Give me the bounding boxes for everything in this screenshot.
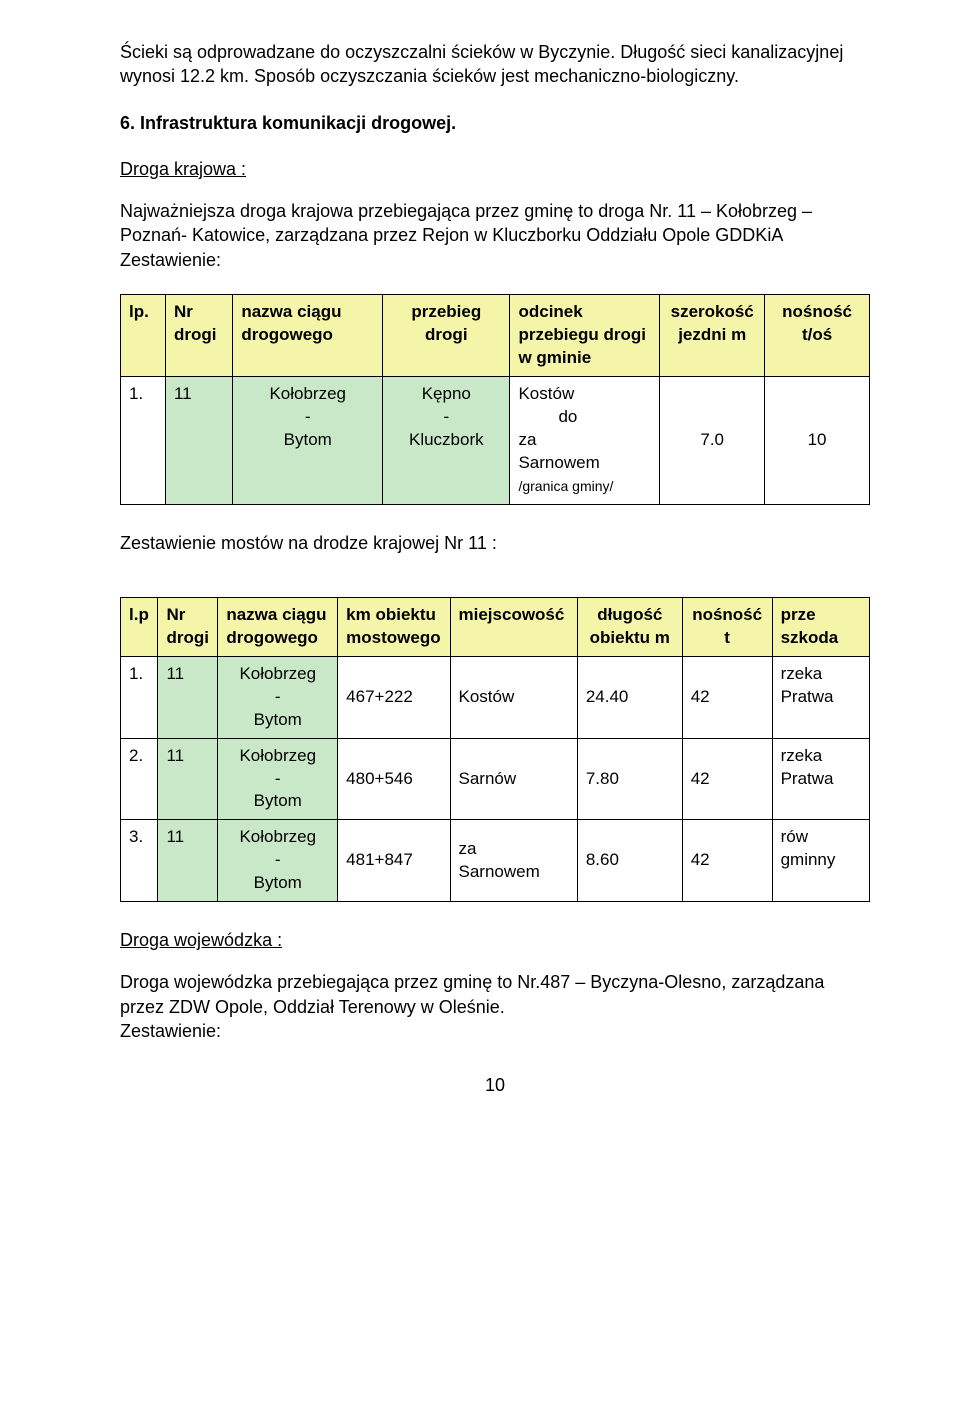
- cell-prz: rów gminny: [772, 820, 869, 902]
- cell-nos: 42: [682, 820, 772, 902]
- cell-lp: 1.: [121, 376, 166, 504]
- cell-nazwa: Kołobrzeg - Bytom: [218, 656, 338, 738]
- cell-lp: 1.: [121, 656, 158, 738]
- cell-nos: 42: [682, 738, 772, 820]
- section-heading: 6. Infrastruktura komunikacji drogowej.: [120, 111, 870, 135]
- cell-prz: rzeka Pratwa: [772, 656, 869, 738]
- cell-miejsc: Kostów: [450, 656, 577, 738]
- cell-odcinek: Kostów do za Sarnowem /granica gminy/: [510, 376, 660, 504]
- th-dl: długość obiektu m: [577, 597, 682, 656]
- cell-dl: 8.60: [577, 820, 682, 902]
- cell-lp: 2.: [121, 738, 158, 820]
- th-miejsc: miejscowość: [450, 597, 577, 656]
- odcinek-l5: /granica gminy/: [518, 478, 613, 494]
- th-szerokosc: szerokość jezdni m: [660, 295, 765, 377]
- cell-nazwa: Kołobrzeg - Bytom: [233, 376, 383, 504]
- page-number: 10: [120, 1073, 870, 1097]
- th-prz: prze szkoda: [772, 597, 869, 656]
- caption-bridges: Zestawienie mostów na drodze krajowej Nr…: [120, 531, 870, 555]
- table-row: 2. 11 Kołobrzeg - Bytom 480+546 Sarnów 7…: [121, 738, 870, 820]
- odcinek-l2: do: [518, 407, 577, 426]
- cell-szer: 7.0: [660, 376, 765, 504]
- cell-przebieg: Kępno - Kluczbork: [383, 376, 510, 504]
- table-row: 3. 11 Kołobrzeg - Bytom 481+847 za Sarno…: [121, 820, 870, 902]
- cell-miejsc: Sarnów: [450, 738, 577, 820]
- th-nazwa: nazwa ciągu drogowego: [218, 597, 338, 656]
- paragraph-zestawienie-1: Zestawienie:: [120, 248, 870, 272]
- th-przebieg: przebieg drogi: [383, 295, 510, 377]
- odcinek-l4: Sarnowem: [518, 453, 599, 472]
- table-row: 1. 11 Kołobrzeg - Bytom 467+222 Kostów 2…: [121, 656, 870, 738]
- th-nosnosc: nośność t/oś: [765, 295, 870, 377]
- cell-prz: rzeka Pratwa: [772, 738, 869, 820]
- table-row: 1. 11 Kołobrzeg - Bytom Kępno - Kluczbor…: [121, 376, 870, 504]
- cell-nr: 11: [165, 376, 232, 504]
- cell-dl: 7.80: [577, 738, 682, 820]
- th-km: km obiektu mostowego: [338, 597, 450, 656]
- cell-miejsc: za Sarnowem: [450, 820, 577, 902]
- cell-nr: 11: [158, 656, 218, 738]
- odcinek-l3: za: [518, 430, 536, 449]
- odcinek-l1: Kostów: [518, 384, 574, 403]
- th-nos: nośność t: [682, 597, 772, 656]
- table-road-segment: lp. Nr drogi nazwa ciągu drogowego przeb…: [120, 294, 870, 505]
- paragraph-zestawienie-2: Zestawienie:: [120, 1019, 870, 1043]
- th-lp: l.p: [121, 597, 158, 656]
- spacer: [120, 577, 870, 597]
- table-header-row: lp. Nr drogi nazwa ciągu drogowego przeb…: [121, 295, 870, 377]
- table-header-row: l.p Nr drogi nazwa ciągu drogowego km ob…: [121, 597, 870, 656]
- cell-nos: 42: [682, 656, 772, 738]
- label-droga-krajowa: Droga krajowa :: [120, 157, 246, 181]
- page-container: Ścieki są odprowadzane do oczyszczalni ś…: [0, 0, 960, 1420]
- cell-km: 467+222: [338, 656, 450, 738]
- paragraph-intro: Ścieki są odprowadzane do oczyszczalni ś…: [120, 40, 870, 89]
- table-bridges: l.p Nr drogi nazwa ciągu drogowego km ob…: [120, 597, 870, 902]
- cell-nr: 11: [158, 820, 218, 902]
- cell-km: 480+546: [338, 738, 450, 820]
- paragraph-woj-desc: Droga wojewódzka przebiegająca przez gmi…: [120, 970, 870, 1019]
- th-nr-drogi: Nr drogi: [165, 295, 232, 377]
- cell-lp: 3.: [121, 820, 158, 902]
- paragraph-road-desc: Najważniejsza droga krajowa przebiegając…: [120, 199, 870, 248]
- th-odcinek: odcinek przebiegu drogi w gminie: [510, 295, 660, 377]
- label-droga-wojewodzka: Droga wojewódzka :: [120, 928, 282, 952]
- th-lp: lp.: [121, 295, 166, 377]
- cell-nos: 10: [765, 376, 870, 504]
- th-nazwa: nazwa ciągu drogowego: [233, 295, 383, 377]
- th-nr: Nr drogi: [158, 597, 218, 656]
- cell-km: 481+847: [338, 820, 450, 902]
- cell-nr: 11: [158, 738, 218, 820]
- cell-nazwa: Kołobrzeg - Bytom: [218, 820, 338, 902]
- cell-dl: 24.40: [577, 656, 682, 738]
- cell-nazwa: Kołobrzeg - Bytom: [218, 738, 338, 820]
